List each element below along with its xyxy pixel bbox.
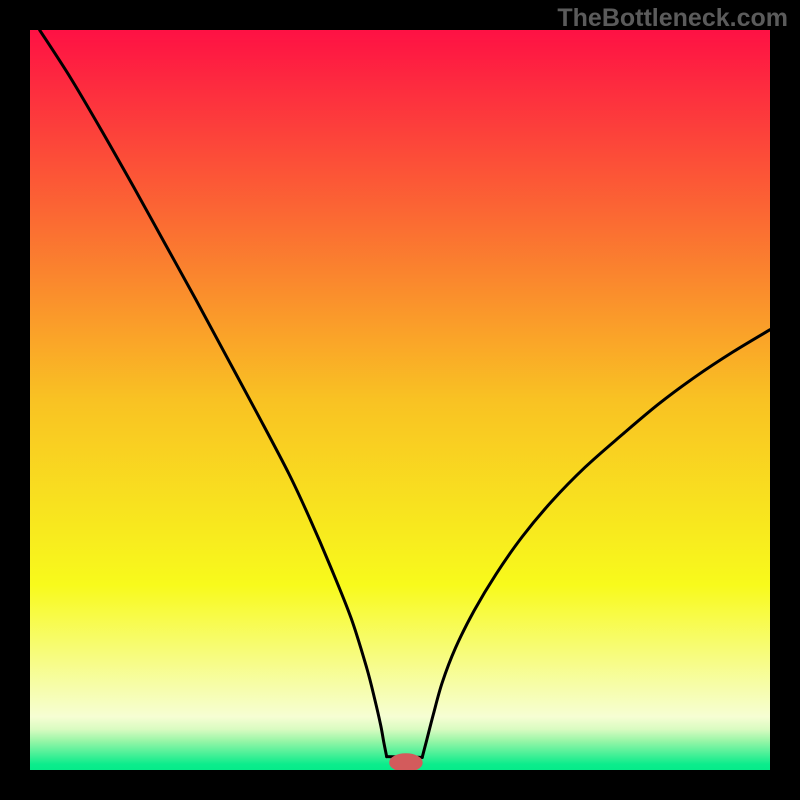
bottleneck-chart: [30, 30, 770, 770]
gradient-background: [30, 30, 770, 770]
chart-stage: TheBottleneck.com: [0, 0, 800, 800]
bottleneck-marker: [390, 754, 423, 770]
watermark-text: TheBottleneck.com: [557, 4, 788, 33]
